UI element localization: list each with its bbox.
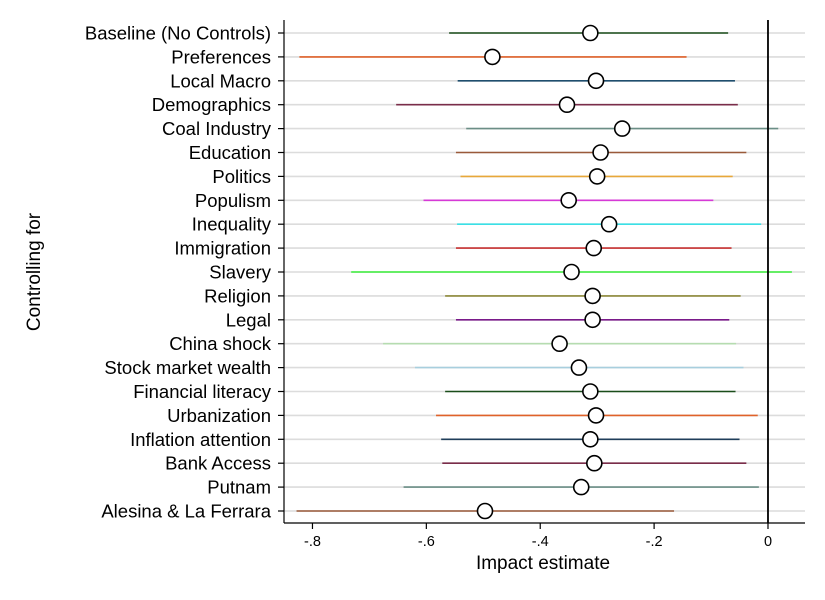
x-axis-title: Impact estimate	[476, 553, 610, 574]
estimate-point	[476, 502, 494, 520]
estimate-point	[563, 263, 580, 281]
estimate-point	[560, 192, 577, 209]
y-tick-label: Education	[189, 142, 271, 163]
point-estimates	[476, 24, 631, 520]
y-axis: Baseline (No Controls)Preferences Local M…	[85, 20, 285, 523]
estimate-point	[584, 311, 601, 329]
y-tick-label: Populism	[195, 190, 271, 211]
x-axis: -.8 -.6 -.4 -.2 0	[284, 522, 805, 550]
estimate-point	[600, 215, 618, 233]
estimate-point	[587, 72, 605, 90]
y-tick-label: Stock market wealth	[104, 357, 271, 378]
x-tick-label: -.2	[646, 534, 663, 550]
estimate-point	[582, 430, 599, 448]
y-tick-label: Local Macro	[170, 70, 271, 91]
y-tick-label: Preferences	[171, 46, 271, 67]
estimate-point	[484, 48, 501, 66]
y-axis-title: Controlling for	[24, 212, 45, 331]
estimate-point	[558, 96, 576, 113]
y-tick-label: Putnam	[207, 477, 271, 498]
estimate-point	[613, 120, 631, 137]
estimate-point	[584, 287, 601, 305]
y-tick-label: China shock	[169, 333, 272, 354]
y-tick-label: Baseline (No Controls)	[85, 23, 271, 44]
estimate-point	[587, 407, 605, 424]
y-tick-label: Inflation attention	[130, 429, 271, 450]
x-tick-label: 0	[764, 534, 772, 550]
estimate-point	[582, 24, 599, 42]
y-tick-label: Demographics	[152, 94, 271, 115]
estimate-point	[572, 478, 590, 496]
y-tick-label: Urbanization	[167, 405, 271, 426]
y-tick-label: Alesina & La Ferrara	[101, 501, 271, 522]
estimate-point	[588, 168, 606, 185]
x-tick-label: -.4	[532, 534, 549, 550]
y-tick-label: Immigration	[174, 238, 271, 259]
y-tick-label: Slavery	[209, 262, 271, 283]
estimate-point	[551, 335, 568, 353]
x-tick-label: -.8	[304, 534, 321, 550]
y-tick-label: Financial literacy	[133, 381, 272, 402]
estimate-point	[586, 454, 603, 472]
x-tick-label: -.6	[418, 534, 435, 550]
estimate-point	[592, 144, 609, 161]
y-tick-label: Legal	[226, 309, 271, 330]
estimate-point	[582, 383, 599, 400]
estimate-point	[570, 359, 588, 376]
y-tick-label: Politics	[212, 166, 271, 187]
y-tick-label: Coal Industry	[162, 118, 272, 139]
y-tick-label: Bank Access	[165, 453, 271, 474]
y-tick-label: Inequality	[192, 214, 272, 235]
estimate-point	[585, 239, 603, 257]
y-tick-label: Religion	[204, 285, 271, 306]
